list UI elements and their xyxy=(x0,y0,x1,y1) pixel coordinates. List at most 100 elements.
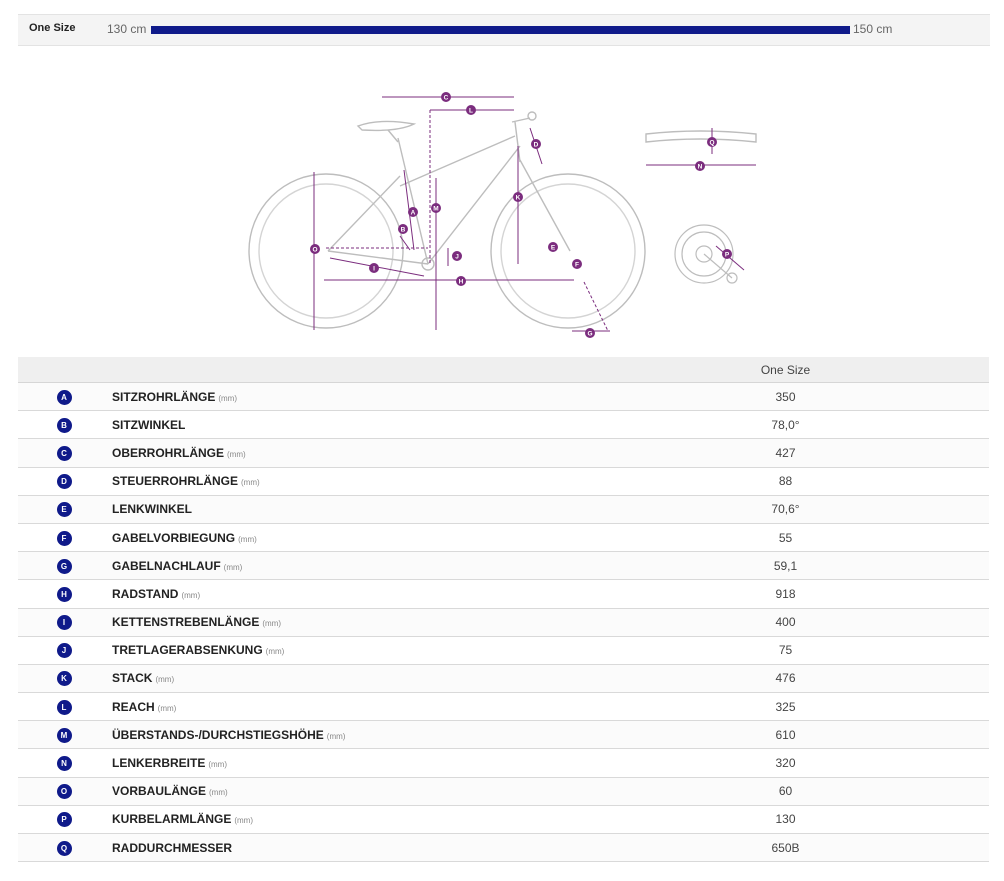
table-header-row: One Size xyxy=(18,357,989,383)
parameter-value: 325 xyxy=(582,692,989,722)
row-name-cell: KETTENSTREBENLÄNGE (mm) xyxy=(112,608,582,637)
marker-e: E xyxy=(548,242,558,252)
front-rim xyxy=(500,183,636,319)
row-badge-cell: L xyxy=(18,692,112,722)
letter-badge: Q xyxy=(56,840,72,856)
svg-text:P: P xyxy=(725,252,730,259)
letter-badge: N xyxy=(56,756,72,772)
letter-badge: J xyxy=(56,643,72,659)
svg-text:B: B xyxy=(401,227,406,234)
parameter-unit: (mm) xyxy=(262,619,281,629)
row-name-cell: ÜBERSTANDS-/DURCHSTIEGSHÖHE (mm) xyxy=(112,720,582,750)
row-name-cell: LENKWINKEL xyxy=(112,495,582,524)
table-row: C OBERROHRLÄNGE (mm) 427 xyxy=(18,438,989,468)
rear-wheel xyxy=(248,173,404,329)
marker-q: Q xyxy=(707,137,717,147)
parameter-value: 476 xyxy=(582,664,989,694)
table-row: H RADSTAND (mm) 918 xyxy=(18,579,989,609)
letter-badge: O xyxy=(56,784,72,800)
parameter-name: LENKERBREITE xyxy=(112,756,206,771)
parameter-name: SITZWINKEL xyxy=(112,417,186,432)
parameter-unit: (mm) xyxy=(223,562,243,572)
parameter-unit: (mm) xyxy=(218,393,237,403)
handlebar-top-view xyxy=(645,130,757,143)
parameter-value: 78,0° xyxy=(582,410,989,440)
row-name-cell: STACK (mm) xyxy=(112,664,582,694)
row-name-cell: OBERROHRLÄNGE (mm) xyxy=(112,438,582,468)
marker-j: J xyxy=(452,251,462,261)
svg-text:G: G xyxy=(587,331,592,338)
marker-c: C xyxy=(441,92,451,102)
row-name-cell: TRETLAGERABSENKUNG (mm) xyxy=(112,636,582,665)
row-badge-cell: G xyxy=(18,551,112,581)
marker-d: D xyxy=(531,139,541,149)
parameter-value: 59,1 xyxy=(582,551,989,581)
svg-text:O: O xyxy=(312,247,317,254)
svg-text:D: D xyxy=(534,142,539,149)
parameter-value: 130 xyxy=(582,805,989,835)
letter-badge: F xyxy=(56,530,72,546)
parameter-name: LENKWINKEL xyxy=(112,502,192,517)
size-range-row: One Size 130 cm 150 cm xyxy=(18,14,990,46)
letter-badge: M xyxy=(56,727,72,743)
row-badge-cell: M xyxy=(18,720,112,750)
letter-badge: G xyxy=(56,558,72,574)
letter-badge: E xyxy=(56,502,72,518)
table-row: P KURBELARMLÄNGE (mm) 130 xyxy=(18,805,989,835)
row-badge-cell: E xyxy=(18,495,112,524)
row-name-cell: REACH (mm) xyxy=(112,692,582,722)
marker-f: F xyxy=(572,259,582,269)
table-row: F GABELVORBIEGUNG (mm) 55 xyxy=(18,523,989,553)
geometry-table: One Size A SITZROHRLÄNGE (mm) 350 B SITZWINKE… xyxy=(18,357,989,863)
letter-badge: P xyxy=(56,812,72,828)
parameter-value: 320 xyxy=(582,748,989,778)
svg-text:I: I xyxy=(373,266,375,273)
parameter-name: GABELNACHLAUF xyxy=(112,558,221,573)
marker-m: M xyxy=(431,203,441,213)
letter-badge: K xyxy=(56,671,72,687)
parameter-name: VORBAULÄNGE xyxy=(112,784,207,799)
parameter-name: RADDURCHMESSER xyxy=(112,840,233,855)
row-badge-cell: K xyxy=(18,664,112,694)
svg-text:H: H xyxy=(459,279,464,286)
bike-outline xyxy=(248,111,646,329)
marker-o: O xyxy=(310,244,320,254)
marker-b: B xyxy=(398,224,408,234)
table-row: G GABELNACHLAUF (mm) 59,1 xyxy=(18,551,989,581)
row-name-cell: SITZWINKEL xyxy=(112,410,582,440)
table-row: A SITZROHRLÄNGE (mm) 350 xyxy=(18,382,989,412)
parameter-value: 70,6° xyxy=(582,495,989,524)
table-row: Q RADDURCHMESSER 650B xyxy=(18,833,989,863)
letter-badge: L xyxy=(56,699,72,715)
svg-text:Q: Q xyxy=(709,140,714,147)
svg-text:F: F xyxy=(575,262,579,269)
row-badge-cell: J xyxy=(18,636,112,665)
parameter-name: STEUERROHRLÄNGE xyxy=(112,474,239,489)
header-blank-1 xyxy=(18,357,112,383)
table-row: N LENKERBREITE (mm) 320 xyxy=(18,748,989,778)
row-badge-cell: F xyxy=(18,523,112,553)
parameter-name: KETTENSTREBENLÄNGE xyxy=(112,615,260,630)
row-badge-cell: D xyxy=(18,467,112,496)
parameter-name: STACK xyxy=(112,671,153,686)
parameter-unit: (mm) xyxy=(234,816,253,826)
parameter-unit: (mm) xyxy=(326,731,346,741)
row-badge-cell: B xyxy=(18,410,112,440)
parameter-unit: (mm) xyxy=(157,703,177,713)
parameter-unit: (mm) xyxy=(155,675,175,685)
rider-height-max: 150 cm xyxy=(853,22,893,36)
rider-height-min: 130 cm xyxy=(107,22,147,36)
letter-badge: B xyxy=(56,417,72,433)
parameter-value: 350 xyxy=(582,382,989,412)
parameter-unit: (mm) xyxy=(181,590,201,600)
row-name-cell: GABELNACHLAUF (mm) xyxy=(112,551,582,581)
parameter-unit: (mm) xyxy=(227,449,246,459)
row-name-cell: RADDURCHMESSER xyxy=(112,833,582,863)
row-badge-cell: C xyxy=(18,438,112,468)
parameter-unit: (mm) xyxy=(241,478,260,488)
svg-text:L: L xyxy=(469,108,473,115)
parameter-name: KURBELARMLÄNGE xyxy=(112,812,232,827)
parameter-name: OBERROHRLÄNGE xyxy=(112,445,225,460)
row-name-cell: RADSTAND (mm) xyxy=(112,579,582,609)
row-name-cell: GABELVORBIEGUNG (mm) xyxy=(112,523,582,553)
